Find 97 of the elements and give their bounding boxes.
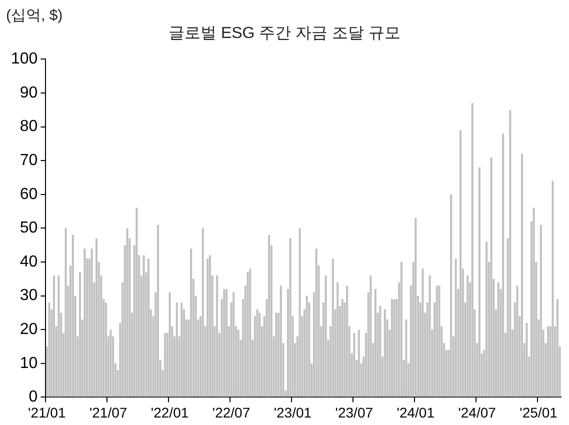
y-tick-label: 90	[20, 84, 38, 102]
bar	[466, 276, 469, 397]
y-tick-label: 60	[20, 186, 38, 203]
bar	[454, 258, 457, 397]
bar	[84, 248, 86, 397]
bar	[315, 248, 318, 397]
bar	[332, 258, 334, 397]
bar	[460, 130, 462, 397]
bar	[414, 218, 417, 397]
y-tick-label: 0	[28, 388, 38, 406]
bar	[156, 224, 159, 397]
bar	[497, 282, 500, 397]
bar	[275, 312, 278, 397]
x-tick-label: '25/01	[520, 404, 558, 420]
bar	[110, 330, 112, 397]
bar	[176, 302, 178, 397]
bar	[72, 234, 74, 397]
bar	[226, 289, 228, 397]
bar	[509, 110, 512, 397]
bar	[148, 258, 150, 397]
x-tick-label: '22/07	[212, 404, 250, 420]
bar	[353, 332, 356, 397]
x-tick-label: '23/07	[335, 404, 374, 420]
bar	[471, 103, 474, 397]
bar	[58, 276, 60, 397]
bar	[164, 332, 166, 397]
y-axis-title: (십억, $)	[6, 6, 63, 25]
bar	[78, 272, 81, 397]
bar	[246, 272, 249, 397]
bar	[502, 134, 504, 397]
bar	[48, 302, 50, 397]
y-tick-label: 80	[20, 118, 38, 136]
bar	[190, 248, 192, 397]
bar	[478, 167, 480, 397]
bar	[232, 292, 235, 397]
bar	[379, 306, 382, 397]
bar	[324, 276, 327, 397]
y-tick-label: 30	[20, 287, 38, 304]
bar	[520, 154, 523, 397]
bar	[52, 276, 55, 397]
bar	[206, 258, 209, 397]
bar	[405, 319, 408, 397]
bar	[400, 262, 402, 397]
bar	[104, 302, 107, 397]
bar	[280, 286, 282, 397]
bar	[216, 276, 218, 397]
bar	[556, 299, 558, 397]
bar	[64, 228, 67, 397]
bar	[532, 208, 535, 397]
bar	[249, 268, 252, 397]
x-tick-label: '21/01	[28, 404, 66, 420]
bar	[552, 180, 554, 397]
bar	[436, 286, 438, 397]
y-tick-label: 10	[20, 354, 38, 372]
bar	[422, 268, 424, 397]
bar	[258, 312, 261, 397]
bar	[136, 208, 138, 397]
bar	[142, 255, 145, 397]
bar	[490, 157, 492, 397]
bar	[223, 289, 226, 397]
bar	[341, 299, 344, 397]
bar	[516, 286, 518, 397]
bar	[540, 224, 542, 397]
y-tick-label: 20	[20, 321, 38, 338]
bar	[384, 309, 386, 397]
x-tick-label: '24/01	[396, 404, 435, 420]
chart-title: 글로벌 ESG 주간 자금 조달 규모	[168, 25, 401, 42]
bar	[450, 194, 452, 397]
y-tick-label: 100	[10, 50, 38, 68]
bar	[298, 228, 301, 397]
bar	[306, 296, 308, 397]
bar	[202, 228, 204, 397]
y-tick-label: 40	[20, 253, 38, 270]
bar	[336, 282, 339, 397]
bar	[374, 289, 376, 397]
bar	[393, 299, 396, 397]
bar	[237, 330, 240, 397]
bar	[486, 242, 488, 397]
x-tick-label: '22/01	[150, 404, 189, 420]
bar	[358, 330, 360, 397]
bar	[180, 302, 183, 397]
bar	[390, 299, 393, 397]
bar	[168, 292, 171, 397]
bar	[370, 276, 372, 397]
bar	[346, 286, 348, 397]
x-tick-label: '24/07	[458, 404, 496, 420]
bar	[268, 234, 270, 397]
bar	[90, 248, 93, 397]
y-tick-label: 50	[20, 220, 38, 237]
bar	[96, 238, 98, 397]
y-tick-label: 70	[20, 152, 38, 170]
bar	[428, 276, 431, 397]
bar	[438, 286, 440, 397]
x-tick-label: '21/07	[89, 404, 128, 420]
x-tick-label: '23/01	[274, 404, 312, 420]
bar	[289, 238, 292, 397]
bar	[526, 322, 528, 397]
